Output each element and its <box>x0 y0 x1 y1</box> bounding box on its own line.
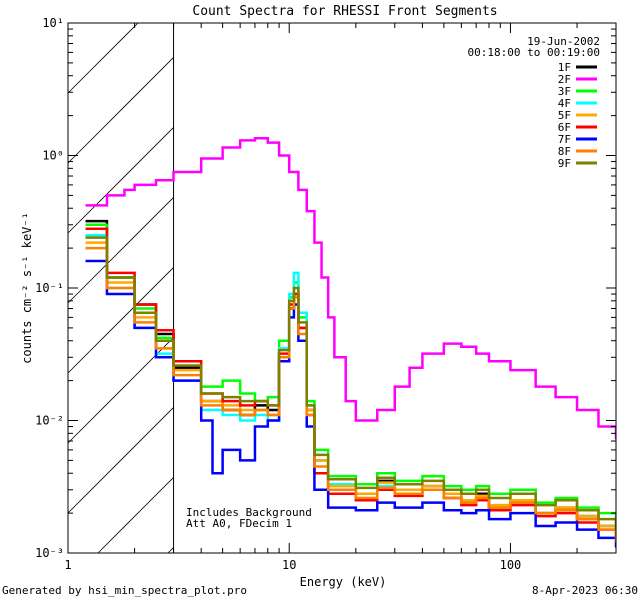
hatch-line <box>67 267 174 374</box>
hatch-line <box>67 22 139 94</box>
annotation-attenuator: Att A0, FDecim 1 <box>186 517 292 530</box>
y-tick-label: 10⁻² <box>35 414 64 428</box>
annotation-background: Includes Background <box>186 506 312 519</box>
legend-label-7f: 7F <box>558 133 571 146</box>
series-line-2f <box>85 136 616 440</box>
y-axis-label: counts cm⁻² s⁻¹ keV⁻¹ <box>20 212 34 364</box>
legend-label-8f: 8F <box>558 145 571 158</box>
legend-label-4f: 4F <box>558 97 571 110</box>
hatch-line <box>67 127 174 234</box>
x-tick-label: 100 <box>500 558 522 572</box>
plot-frame <box>67 22 617 554</box>
y-tick-label: 10⁻³ <box>35 546 64 560</box>
legend-label-3f: 3F <box>558 85 571 98</box>
x-axis-label: Energy (keV) <box>300 575 387 589</box>
hatch-line <box>97 477 174 554</box>
hatch-line <box>67 407 174 514</box>
hatch-line <box>67 57 174 164</box>
legend-label-5f: 5F <box>558 109 571 122</box>
hatch-line <box>67 197 174 304</box>
y-tick-label: 10¹ <box>42 16 64 30</box>
chart-title: Count Spectra for RHESSI Front Segments <box>192 4 497 19</box>
y-tick-label: 10⁰ <box>42 149 64 163</box>
legend-label-6f: 6F <box>558 121 571 134</box>
series-layer <box>85 136 616 548</box>
series-line-8f <box>85 246 616 543</box>
footer-timestamp: 8-Apr-2023 06:30 <box>532 584 638 597</box>
legend-label-2f: 2F <box>558 73 571 86</box>
axis-ticks: 1 10 100 10⁻³ 10⁻² 10⁻¹ 10⁰ 10¹ <box>35 16 617 572</box>
legend-label-1f: 1F <box>558 61 571 74</box>
series-line-9f <box>85 236 616 530</box>
x-tick-label: 10 <box>282 558 296 572</box>
time-range-label: 00:18:00 to 00:19:00 <box>468 46 600 59</box>
hatched-region <box>67 22 175 554</box>
footer-generated-by: Generated by hsi_min_spectra_plot.pro <box>2 584 247 597</box>
hatch-line <box>167 547 174 554</box>
legend-label-9f: 9F <box>558 157 571 170</box>
y-tick-label: 10⁻¹ <box>35 281 64 295</box>
date-label: 19-Jun-2002 <box>527 35 600 48</box>
x-tick-label: 1 <box>64 558 71 572</box>
